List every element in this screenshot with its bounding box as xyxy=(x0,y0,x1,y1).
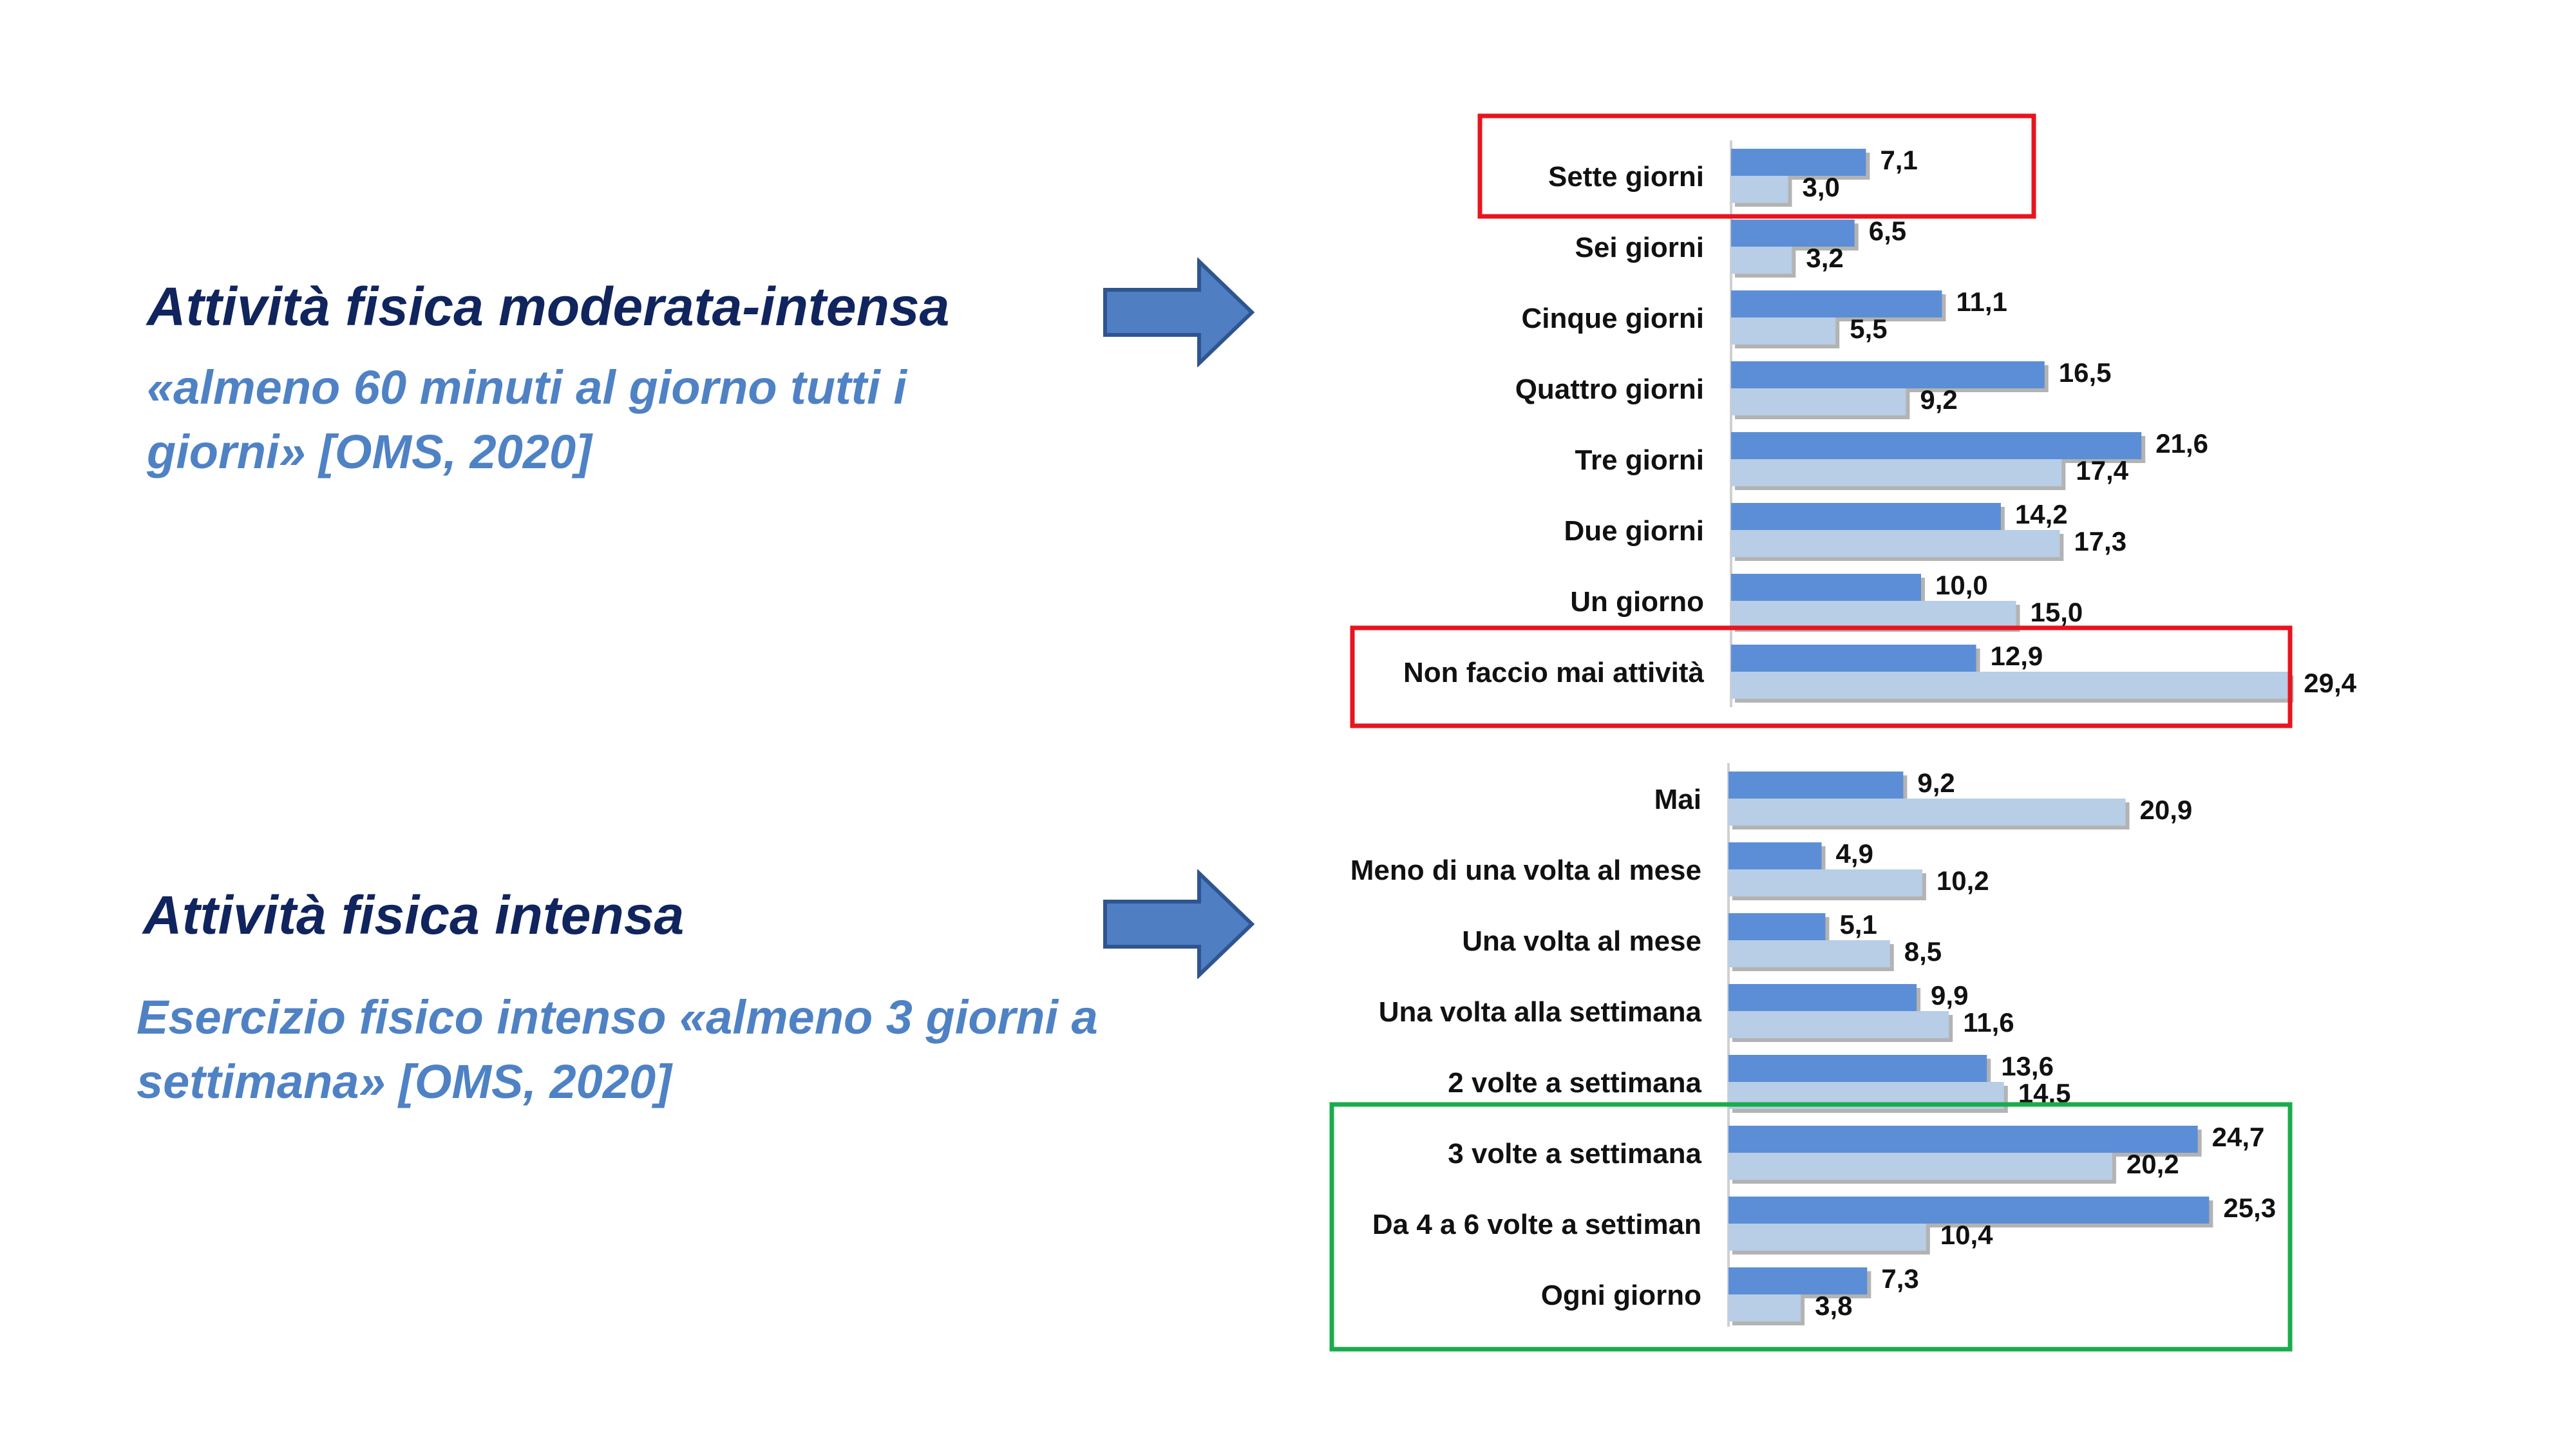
category-label: Sette giorni xyxy=(1548,161,1704,193)
value-label: 14,2 xyxy=(2015,499,2068,529)
value-label: 24,7 xyxy=(2212,1122,2265,1152)
category-label: 3 volte a settimana xyxy=(1448,1138,1701,1170)
category-label: Meno di una volta al mese xyxy=(1350,855,1701,886)
bar-series-2 xyxy=(1731,459,2062,486)
bar-series-1 xyxy=(1731,361,2045,388)
category-label: Tre giorni xyxy=(1575,444,1704,476)
bar-series-2 xyxy=(1728,799,2126,826)
value-label: 11,6 xyxy=(1963,1007,2014,1037)
category-label: Una volta al mese xyxy=(1462,925,1701,957)
value-label: 11,1 xyxy=(1956,287,2007,317)
bar-series-2 xyxy=(1728,1294,1801,1321)
value-label: 3,2 xyxy=(1806,243,1843,273)
bar-series-2 xyxy=(1731,176,1788,203)
value-label: 5,1 xyxy=(1839,909,1877,940)
value-label: 9,9 xyxy=(1931,980,1968,1010)
value-label: 12,9 xyxy=(1991,641,2043,671)
bar-series-1 xyxy=(1728,842,1822,869)
bar-series-1 xyxy=(1731,645,1976,672)
value-label: 3,0 xyxy=(1803,172,1840,202)
right-arrow-icon xyxy=(1103,869,1255,979)
value-label: 20,9 xyxy=(2140,795,2193,825)
highlight-box-green xyxy=(1329,1102,2293,1352)
bar-series-2 xyxy=(1731,317,1836,345)
bar-series-2 xyxy=(1731,247,1792,274)
subtext-intense: Esercizio fisico intenso «almeno 3 giorn… xyxy=(137,990,1098,1108)
bar-series-2 xyxy=(1728,1153,2112,1180)
value-label: 7,3 xyxy=(1881,1264,1918,1294)
value-label: 4,9 xyxy=(1836,838,1873,869)
highlight-box-red xyxy=(1477,113,2036,219)
bar-series-2 xyxy=(1731,601,2016,628)
bar-series-2 xyxy=(1728,1224,1926,1251)
bar-series-1 xyxy=(1731,503,2001,530)
bar-series-2 xyxy=(1728,1011,1949,1038)
bar-series-1 xyxy=(1728,984,1917,1011)
value-label: 25,3 xyxy=(2223,1193,2276,1223)
right-arrow-icon xyxy=(1103,258,1255,367)
value-label: 17,3 xyxy=(2074,526,2126,556)
highlight-box-red xyxy=(1350,625,2293,728)
subtext-moderate-intense: «almeno 60 minuti al giorno tutti i gior… xyxy=(147,361,907,478)
value-label: 9,2 xyxy=(1920,384,1957,415)
category-label: Cinque giorni xyxy=(1521,303,1704,334)
bar-series-1 xyxy=(1728,1055,1987,1082)
value-label: 15,0 xyxy=(2031,597,2083,627)
value-label: 5,5 xyxy=(1850,314,1887,344)
bar-series-1 xyxy=(1728,1126,2198,1153)
bar-series-1 xyxy=(1728,913,1826,940)
value-label: 10,0 xyxy=(1935,570,1988,600)
category-label: Un giorno xyxy=(1570,586,1704,618)
heading-moderate-intense: Attività fisica moderata-intensa xyxy=(147,276,950,337)
bar-series-1 xyxy=(1728,1197,2210,1224)
bar-series-1 xyxy=(1731,574,1921,601)
category-label: Non faccio mai attività xyxy=(1403,657,1705,688)
value-label: 21,6 xyxy=(2155,428,2208,459)
category-label: Quattro giorni xyxy=(1515,374,1704,405)
value-label: 6,5 xyxy=(1869,216,1906,246)
bar-series-2 xyxy=(1728,869,1922,896)
value-label: 13,6 xyxy=(2001,1051,2054,1081)
value-label: 7,1 xyxy=(1880,145,1917,175)
category-label: Una volta alla settimana xyxy=(1379,996,1702,1028)
bar-series-2 xyxy=(1731,388,1906,415)
value-label: 3,8 xyxy=(1815,1291,1852,1321)
category-label: Ogni giorno xyxy=(1541,1280,1701,1311)
bar-series-2 xyxy=(1731,672,2290,699)
value-label: 17,4 xyxy=(2076,455,2128,486)
bar-series-1 xyxy=(1728,772,1904,799)
bar-series-1 xyxy=(1731,220,1855,247)
value-label: 16,5 xyxy=(2059,357,2112,388)
value-label: 8,5 xyxy=(1904,936,1942,967)
bar-series-2 xyxy=(1731,530,2060,557)
bar-series-1 xyxy=(1731,290,1942,317)
bar-series-1 xyxy=(1731,432,2142,459)
bar-series-1 xyxy=(1728,1267,1868,1294)
arrow-shape xyxy=(1103,869,1255,979)
value-label: 20,2 xyxy=(2126,1149,2179,1179)
category-label: Due giorni xyxy=(1564,515,1704,547)
bar-series-2 xyxy=(1728,940,1890,967)
arrow-shape xyxy=(1103,258,1255,367)
value-label: 9,2 xyxy=(1917,768,1955,798)
heading-intense: Attività fisica intensa xyxy=(143,885,685,945)
category-label: Mai xyxy=(1654,784,1701,815)
value-label: 10,2 xyxy=(1937,866,1989,896)
bar-series-1 xyxy=(1731,149,1866,176)
category-label: Da 4 a 6 volte a settiman xyxy=(1372,1209,1701,1240)
category-label: 2 volte a settimana xyxy=(1448,1067,1701,1099)
value-label: 29,4 xyxy=(2304,668,2356,698)
category-label: Sei giorni xyxy=(1575,232,1704,263)
value-label: 10,4 xyxy=(1940,1220,1993,1250)
